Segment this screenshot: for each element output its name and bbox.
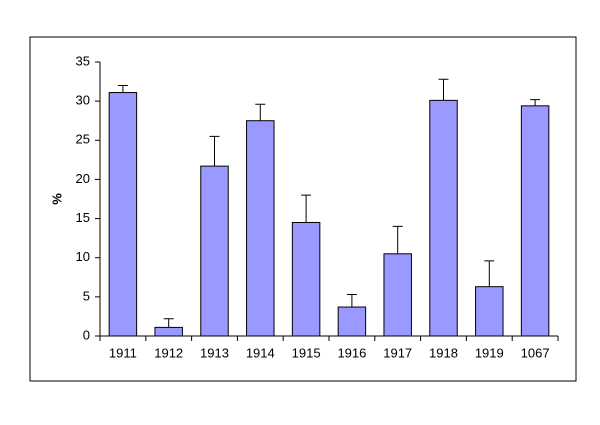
x-tick-label: 1067 xyxy=(521,345,550,360)
x-tick-label: 1914 xyxy=(246,345,275,360)
x-tick-label: 1919 xyxy=(475,345,504,360)
y-tick-label: 5 xyxy=(83,288,90,303)
bar xyxy=(337,306,367,337)
x-tick-label: 1913 xyxy=(200,345,229,360)
error-bar xyxy=(346,294,357,308)
error-bar xyxy=(438,78,449,101)
error-bar xyxy=(117,84,128,93)
y-tick-label: 25 xyxy=(76,132,90,147)
error-bar xyxy=(301,194,312,223)
bar xyxy=(383,253,412,337)
bar xyxy=(475,286,504,337)
x-tick-label: 1911 xyxy=(109,345,137,360)
error-bar xyxy=(484,260,495,287)
y-tick-label: 35 xyxy=(76,53,90,68)
y-tick-label: 15 xyxy=(76,210,90,225)
x-tick-label: 1917 xyxy=(383,345,412,360)
bar xyxy=(520,105,550,337)
y-tick-label: 30 xyxy=(76,93,90,108)
bar xyxy=(154,326,183,337)
bar xyxy=(108,92,138,337)
error-bar xyxy=(163,318,174,328)
x-tick-label: 1915 xyxy=(292,345,321,360)
error-bar xyxy=(255,103,266,121)
y-tick-label: 20 xyxy=(76,171,90,186)
x-tick-label: 1916 xyxy=(337,345,366,360)
x-tick-label: 1912 xyxy=(154,345,183,360)
error-bar xyxy=(209,135,220,167)
error-bar xyxy=(530,99,541,106)
bar xyxy=(429,99,458,337)
x-tick-label: 1918 xyxy=(429,345,458,360)
bar xyxy=(291,221,321,337)
error-bar xyxy=(392,225,403,254)
bar xyxy=(246,120,275,337)
y-axis-label: % xyxy=(49,193,64,205)
y-tick-label: 10 xyxy=(76,249,90,264)
y-tick-label: 0 xyxy=(83,327,90,342)
bar xyxy=(200,165,229,337)
